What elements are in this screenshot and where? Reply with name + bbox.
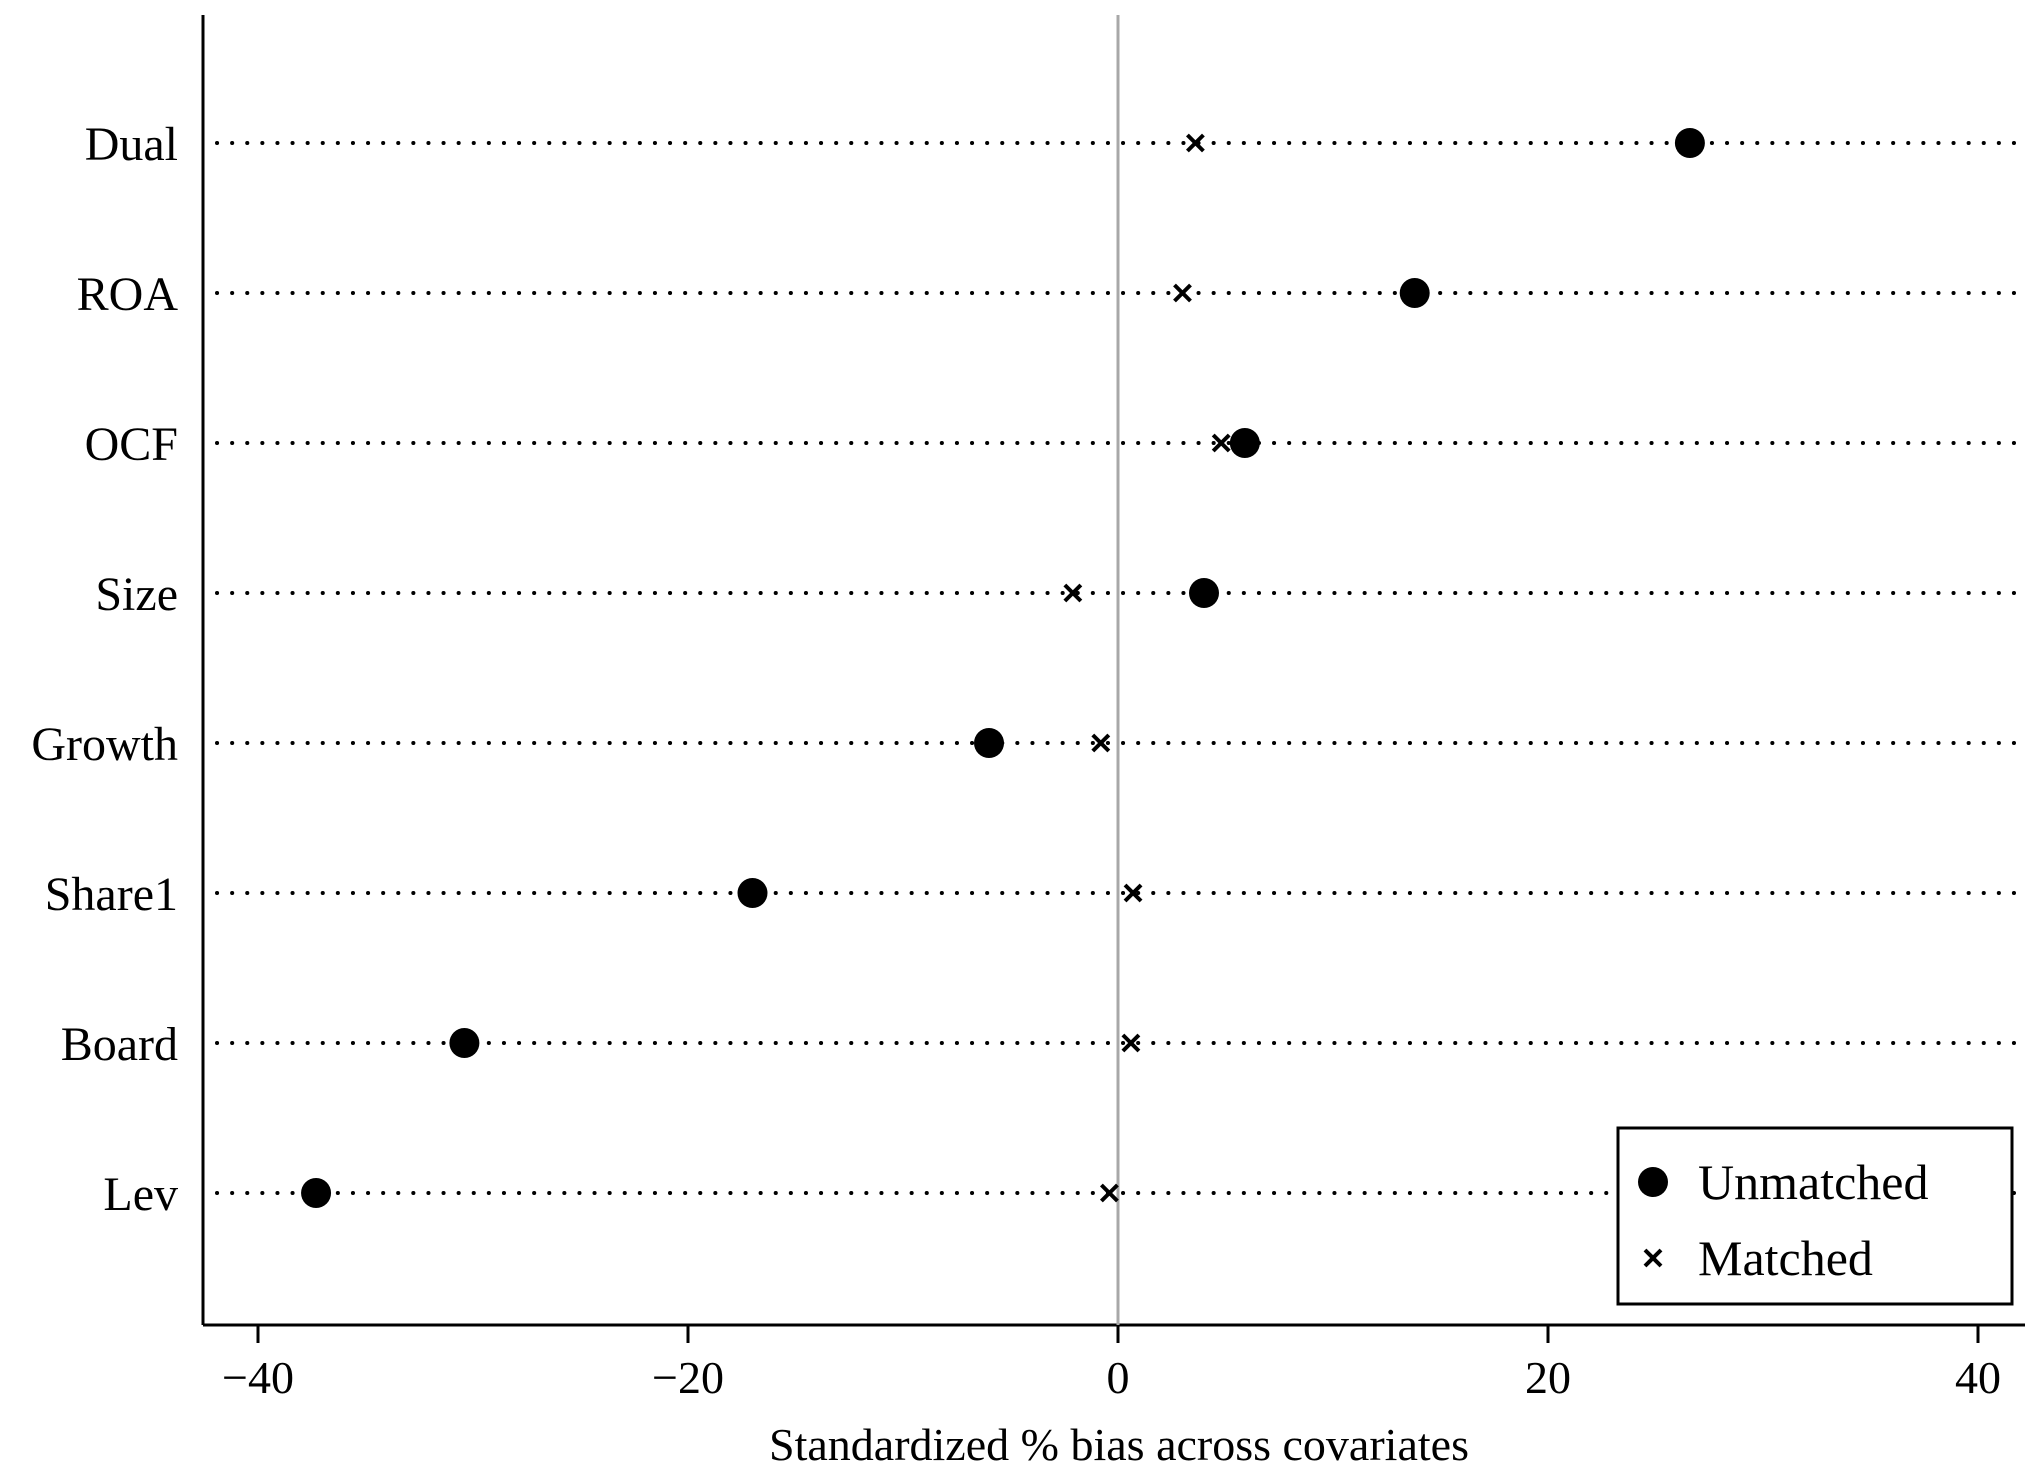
- legend-circle-marker: [1638, 1167, 1668, 1197]
- category-label: Dual: [85, 118, 178, 171]
- legend-box: [1616, 1126, 2014, 1306]
- unmatched-point: [301, 1178, 332, 1208]
- unmatched-point: [1399, 278, 1430, 308]
- category-row: OCF: [85, 418, 2027, 471]
- x-axis-ticks: −40 −20 0 20 40: [222, 1325, 2001, 1403]
- unmatched-point: [737, 878, 768, 908]
- x-axis-label: Standardized % bias across covariates: [769, 1419, 1469, 1470]
- matched-point: [1099, 1183, 1119, 1203]
- category-label: Board: [61, 1018, 178, 1071]
- x-tick-label: 20: [1525, 1352, 1571, 1403]
- legend-item-matched: Matched: [1643, 1230, 1873, 1286]
- x-tick-label: 0: [1107, 1352, 1130, 1403]
- x-tick-label: −20: [652, 1352, 724, 1403]
- category-label: Lev: [103, 1168, 178, 1221]
- category-row: Growth: [31, 718, 2027, 771]
- matched-point: [1063, 583, 1083, 603]
- category-label: Share1: [45, 868, 178, 921]
- category-row: Share1: [45, 868, 2027, 921]
- matched-point: [1121, 1033, 1141, 1053]
- category-row: Dual: [85, 118, 2027, 171]
- legend-label: Unmatched: [1698, 1154, 1928, 1210]
- matched-point: [1123, 883, 1143, 903]
- category-rows: Dual ROA OCF Size Growth Share1 Board Lev: [31, 118, 2027, 1221]
- category-row: Lev: [103, 1168, 2027, 1221]
- matched-point: [1091, 733, 1111, 753]
- unmatched-point: [1674, 128, 1705, 158]
- category-row: Size: [95, 568, 2027, 621]
- unmatched-point: [1189, 578, 1219, 608]
- category-label: Size: [95, 568, 178, 621]
- category-row: ROA: [77, 268, 2027, 321]
- legend-item-unmatched: Unmatched: [1638, 1154, 1928, 1210]
- unmatched-point: [449, 1028, 480, 1058]
- plot-frame: [201, 15, 2025, 1327]
- legend-x-marker: [1643, 1248, 1663, 1268]
- unmatched-point: [1229, 428, 1260, 458]
- legend-label: Matched: [1698, 1230, 1873, 1286]
- unmatched-point: [974, 728, 1004, 758]
- category-label: Growth: [31, 718, 178, 771]
- category-label: ROA: [77, 268, 179, 321]
- x-tick-label: −40: [222, 1352, 294, 1403]
- matched-point: [1185, 133, 1205, 153]
- category-row: Board: [61, 1018, 2027, 1071]
- x-tick-label: 40: [1955, 1352, 2001, 1403]
- legend: Unmatched Matched: [1616, 1126, 2014, 1306]
- matched-point: [1211, 433, 1231, 453]
- matched-point: [1173, 283, 1192, 303]
- category-label: OCF: [85, 418, 178, 471]
